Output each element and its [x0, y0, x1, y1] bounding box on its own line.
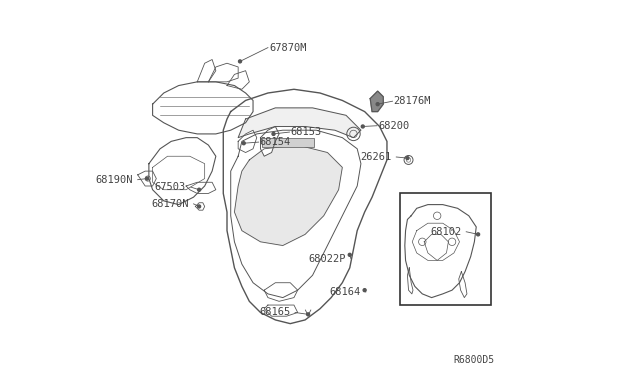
Polygon shape	[197, 60, 216, 82]
Polygon shape	[408, 268, 413, 294]
Polygon shape	[149, 138, 216, 205]
Polygon shape	[227, 71, 250, 89]
Circle shape	[198, 188, 200, 191]
Polygon shape	[370, 91, 383, 112]
Circle shape	[307, 313, 310, 316]
Text: 26261: 26261	[360, 152, 392, 162]
Polygon shape	[234, 145, 342, 246]
Text: 67870M: 67870M	[269, 43, 307, 52]
Polygon shape	[238, 130, 257, 153]
Polygon shape	[238, 108, 361, 138]
Polygon shape	[209, 63, 238, 82]
Circle shape	[362, 125, 364, 128]
Text: 68170N: 68170N	[151, 199, 189, 209]
Text: 68190N: 68190N	[95, 175, 133, 185]
Text: 28176M: 28176M	[394, 96, 431, 106]
Text: 68165: 68165	[259, 308, 291, 317]
Polygon shape	[405, 205, 476, 298]
Polygon shape	[138, 171, 156, 186]
Text: 68200: 68200	[378, 121, 410, 131]
Circle shape	[406, 157, 409, 160]
Circle shape	[272, 132, 275, 135]
Polygon shape	[186, 182, 216, 193]
Circle shape	[198, 205, 200, 208]
Bar	[400, 193, 491, 305]
Circle shape	[348, 253, 351, 256]
Polygon shape	[223, 89, 387, 324]
Circle shape	[239, 60, 241, 63]
Circle shape	[145, 177, 148, 180]
Text: 68164: 68164	[330, 287, 361, 297]
Polygon shape	[459, 272, 467, 298]
Circle shape	[363, 289, 366, 292]
Text: 67503: 67503	[155, 182, 186, 192]
Polygon shape	[152, 82, 253, 134]
Text: 68153: 68153	[291, 127, 322, 137]
Bar	[262, 138, 314, 147]
Circle shape	[376, 103, 379, 106]
Text: R6800D5: R6800D5	[454, 355, 495, 365]
Text: 68102: 68102	[430, 227, 461, 237]
Polygon shape	[260, 126, 279, 156]
Circle shape	[477, 233, 479, 236]
Circle shape	[243, 142, 245, 145]
Polygon shape	[195, 203, 205, 210]
Text: 68022P: 68022P	[308, 254, 346, 263]
Text: 68154: 68154	[260, 137, 291, 147]
